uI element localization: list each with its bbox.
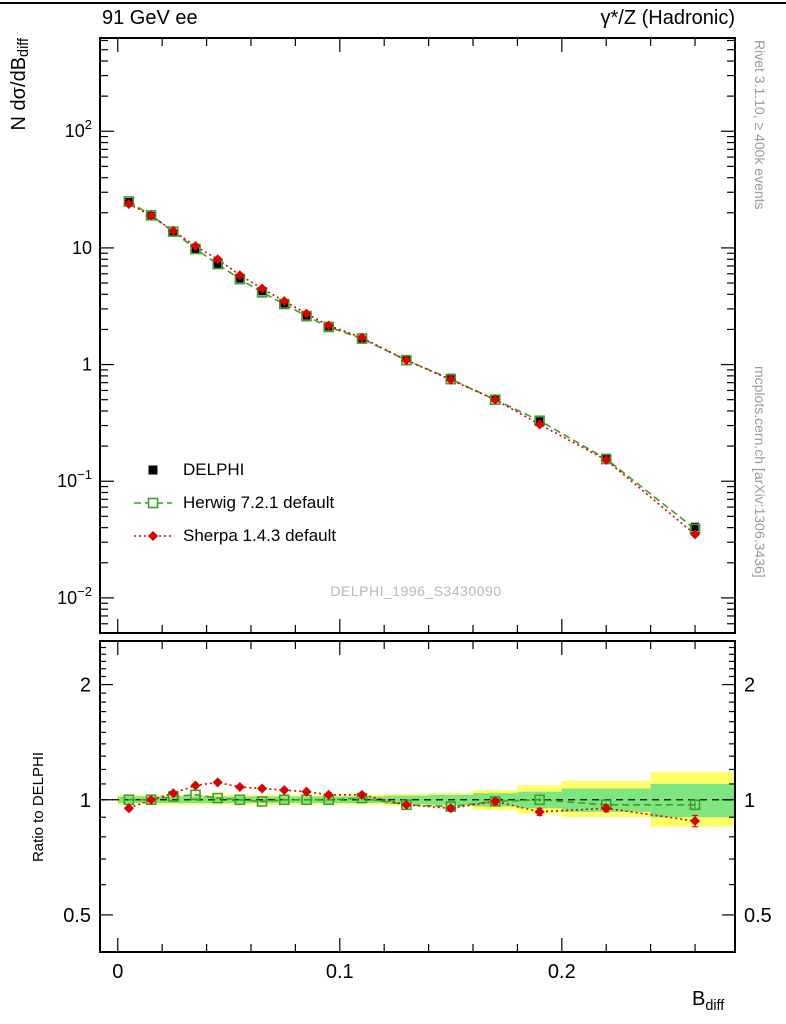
ratio-y-axis-label: Ratio to DELPHI [30,752,47,863]
svg-text:10−2: 10−2 [57,584,92,608]
svg-text:0.1: 0.1 [326,961,354,983]
svg-text:0.5: 0.5 [744,905,772,927]
svg-text:2: 2 [80,675,91,697]
legend-label-herwig: Herwig 7.2.1 default [183,493,335,512]
side-text-mcplots: mcplots.cern.ch [arXiv:1306.3436] [752,366,768,578]
legend-label-sherpa: Sherpa 1.4.3 default [183,526,337,545]
legend-label-delphi: DELPHI [183,460,245,479]
watermark: DELPHI_1996_S3430090 [330,583,502,599]
main-y-axis-label-sub: diff [16,38,32,57]
x-axis-label-sub: diff [705,998,725,1014]
svg-text:10−1: 10−1 [57,467,92,491]
x-axis-label: Bdiff [692,988,724,1014]
svg-text:0.5: 0.5 [63,905,91,927]
svg-text:1: 1 [82,355,92,375]
plot-title-right: γ*/Z (Hadronic) [600,7,735,29]
plot-title-left: 91 GeV ee [102,7,198,29]
main-y-axis-label: N dσ/dBdiff [8,38,32,130]
svg-text:10: 10 [72,238,92,258]
svg-text:0: 0 [112,961,123,983]
main-y-axis-label-base: N dσ/dB [8,56,30,131]
top-border [0,2,786,4]
svg-text:1: 1 [80,790,91,812]
svg-text:1: 1 [744,790,755,812]
svg-text:0.2: 0.2 [548,961,576,983]
side-text-rivet: Rivet 3.1.10, ≥ 400k events [752,40,768,210]
svg-text:2: 2 [744,675,755,697]
x-axis-label-base: B [692,988,706,1010]
svg-text:102: 102 [65,117,92,141]
